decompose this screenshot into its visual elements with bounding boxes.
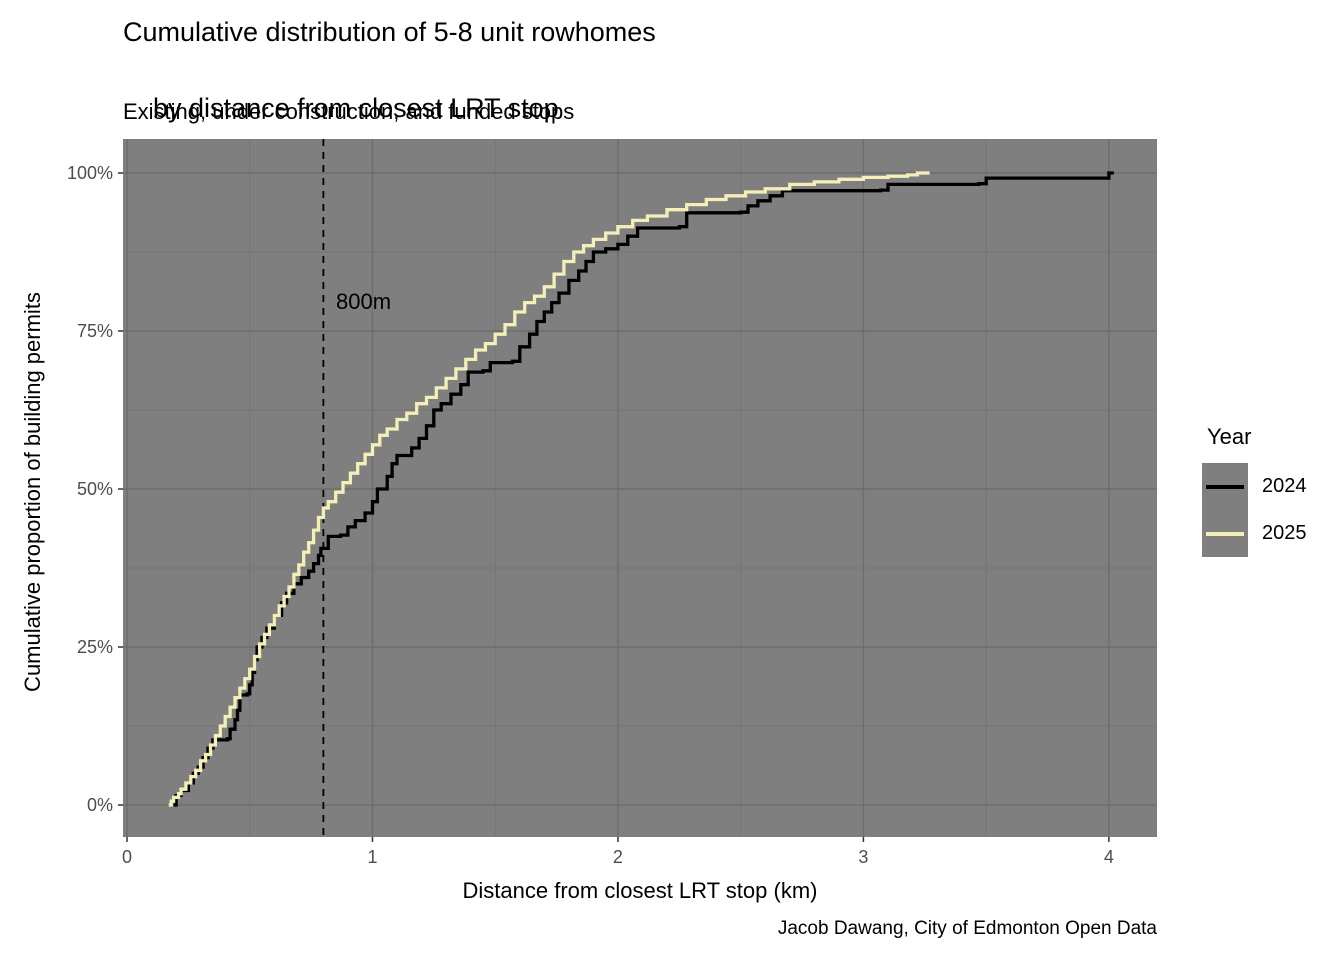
plot-panel-background <box>123 139 1157 837</box>
chart-subtitle: Existing, under construction, and funded… <box>123 99 575 124</box>
legend-label-2025: 2025 <box>1262 522 1307 544</box>
legend-title: Year <box>1207 424 1252 449</box>
chart-title-line1: Cumulative distribution of 5-8 unit rowh… <box>123 17 656 47</box>
legend-entry-2024: 2024 <box>1202 463 1307 510</box>
legend-swatch-2024-line <box>1206 484 1244 489</box>
annotation-800m: 800m <box>336 289 392 314</box>
legend-key-2025 <box>1202 510 1248 557</box>
legend-key-2024 <box>1202 463 1248 510</box>
x-axis-title: Distance from closest LRT stop (km) <box>462 878 818 903</box>
x-tick-label: 0 <box>122 847 132 867</box>
x-tick-label: 3 <box>858 847 868 867</box>
x-tick-label: 2 <box>613 847 623 867</box>
legend-label-2024: 2024 <box>1262 475 1307 497</box>
x-tick-label: 1 <box>367 847 377 867</box>
y-axis-title: Cumulative proportion of building permit… <box>20 292 45 692</box>
chart-title: Cumulative distribution of 5-8 unit rowh… <box>123 13 656 165</box>
y-tick-label: 0% <box>87 795 113 815</box>
y-tick-label: 100% <box>67 163 113 183</box>
legend-entry-2025: 2025 <box>1202 510 1307 557</box>
y-tick-label: 50% <box>77 479 113 499</box>
series-line-2024 <box>173 171 1114 807</box>
legend: Year 2024 2025 <box>1202 424 1307 557</box>
series-line-2025 <box>168 171 930 807</box>
caption: Jacob Dawang, City of Edmonton Open Data <box>777 918 1157 939</box>
y-tick-label: 25% <box>77 637 113 657</box>
legend-swatch-2025-line <box>1206 531 1244 536</box>
y-tick-label: 75% <box>77 321 113 341</box>
x-tick-label: 4 <box>1104 847 1114 867</box>
chart-title-line2: by distance from closest LRT stop <box>153 93 559 123</box>
